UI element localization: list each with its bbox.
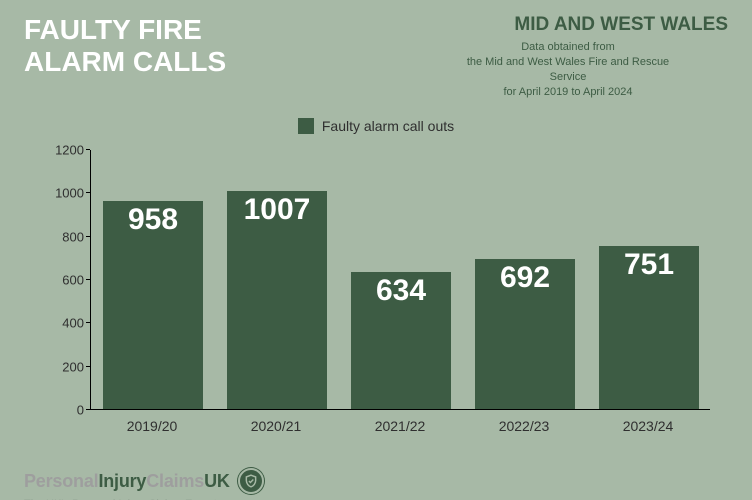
data-source-note: Data obtained from the Mid and West Wale… (408, 40, 728, 99)
source-line: Data obtained from (408, 40, 728, 55)
plot-area: 958 1007 634 692 751 (90, 150, 710, 410)
bar-chart: 958 1007 634 692 751 0 200 400 600 800 1000 1200 20… (40, 140, 720, 440)
brand-wordmark: PersonalInjuryClaimsUK (24, 471, 230, 492)
y-axis-tick-mark (86, 236, 90, 237)
shield-check-icon (238, 468, 264, 494)
y-axis-tick-label: 1200 (55, 143, 84, 158)
title-line-2: ALARM CALLS (24, 46, 226, 78)
brand-part-personal: Personal (24, 471, 98, 491)
y-axis-tick-mark (86, 409, 90, 410)
x-axis-tick-label: 2022/23 (499, 418, 550, 434)
legend-swatch (298, 118, 314, 134)
chart-legend: Faulty alarm call outs (0, 118, 752, 134)
bar-value-label: 958 (128, 203, 178, 237)
x-axis-tick-label: 2020/21 (251, 418, 302, 434)
bar-value-label: 751 (624, 248, 674, 282)
source-line: for April 2019 to April 2024 (408, 85, 728, 100)
y-axis-tick-label: 400 (62, 316, 84, 331)
region-heading: MID AND WEST WALES (514, 14, 728, 36)
brand-footer: PersonalInjuryClaimsUK (24, 468, 264, 494)
x-axis-tick-label: 2021/22 (375, 418, 426, 434)
y-axis-tick-label: 1000 (55, 186, 84, 201)
y-axis-tick-mark (86, 366, 90, 367)
y-axis-tick-label: 0 (77, 403, 84, 418)
y-axis-tick-label: 200 (62, 359, 84, 374)
x-axis-tick-label: 2023/24 (623, 418, 674, 434)
brand-part-claims: Claims (146, 471, 204, 491)
bar-value-label: 1007 (244, 193, 311, 227)
y-axis-tick-mark (86, 279, 90, 280)
title-line-1: FAULTY FIRE (24, 14, 226, 46)
source-line: the Mid and West Wales Fire and Rescue (408, 55, 728, 70)
y-axis-tick-mark (86, 149, 90, 150)
y-axis-tick-mark (86, 322, 90, 323)
page-title: FAULTY FIRE ALARM CALLS (24, 14, 226, 78)
legend-label: Faulty alarm call outs (322, 118, 454, 134)
brand-part-injury: Injury (98, 471, 146, 491)
y-axis-tick-label: 800 (62, 229, 84, 244)
brand-part-uk: UK (204, 471, 230, 491)
source-line: Service (408, 70, 728, 85)
bar-value-label: 692 (500, 261, 550, 295)
bar-value-label: 634 (376, 274, 426, 308)
x-axis-tick-label: 2019/20 (127, 418, 178, 434)
y-axis-tick-mark (86, 192, 90, 193)
y-axis-tick-label: 600 (62, 273, 84, 288)
